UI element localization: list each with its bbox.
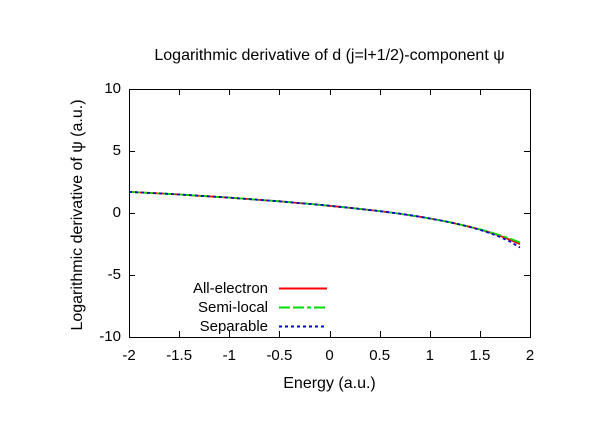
x-tick-label: 2: [525, 347, 535, 364]
legend-line-sample: [279, 287, 327, 290]
y-tick-label: 5: [112, 142, 121, 159]
legend-line-sample: [279, 325, 327, 328]
legend-label: Semi-local: [197, 299, 268, 316]
legend-item: All-electron: [129, 279, 327, 298]
legend-label: Separable: [199, 318, 268, 335]
y-tick-label: -10: [99, 328, 121, 345]
x-tick-label: 0.5: [369, 347, 391, 364]
x-axis-label: Energy (a.u.): [283, 375, 376, 392]
y-tick-label: -5: [107, 266, 121, 283]
x-tick-label: 0: [325, 347, 334, 364]
x-tick-label: 1.5: [469, 347, 491, 364]
x-tick-label: -1.5: [166, 347, 193, 364]
series-separable: [128, 191, 521, 249]
series-all-electron: [128, 191, 521, 246]
y-tick-label: 0: [112, 204, 121, 221]
legend-line-sample: [279, 306, 327, 309]
x-tick-label: -0.5: [266, 347, 293, 364]
legend-item: Separable: [129, 317, 327, 336]
x-tick-label: -2: [122, 347, 136, 364]
legend-label: All-electron: [192, 280, 268, 297]
series-semi-local: [128, 191, 521, 244]
legend: All-electron Semi-local Separable: [129, 279, 327, 336]
x-tick-label: -1: [222, 347, 236, 364]
x-tick-label: 1: [425, 347, 434, 364]
legend-item: Semi-local: [129, 298, 327, 317]
y-tick-label: 10: [104, 80, 121, 97]
chart-title: Logarithmic derivative of d (j=l+1/2)-co…: [154, 47, 505, 64]
